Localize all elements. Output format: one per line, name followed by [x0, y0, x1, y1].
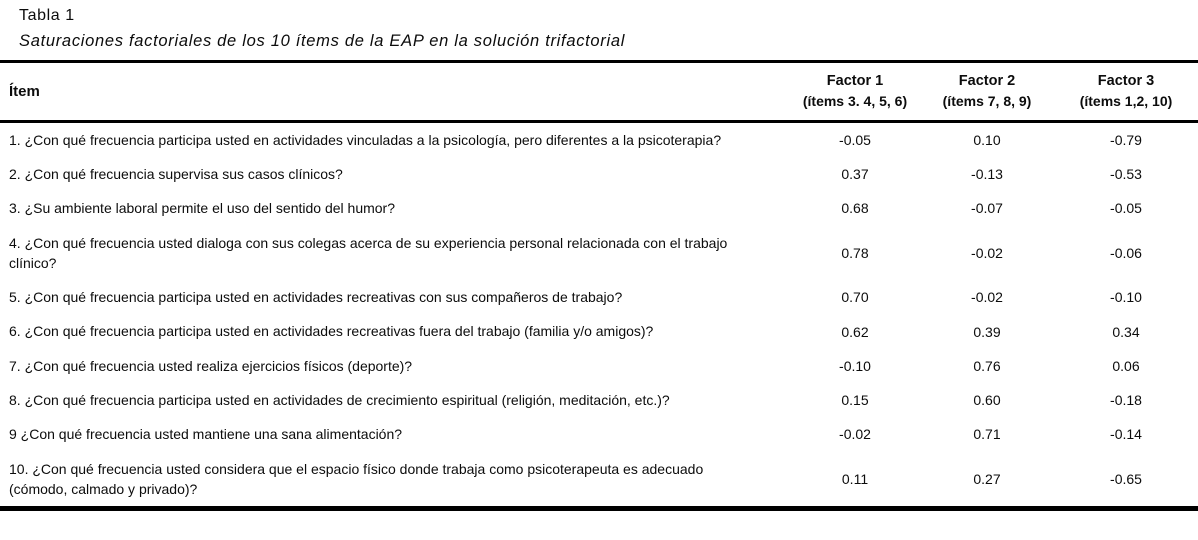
table-row: 5. ¿Con qué frecuencia participa usted e… — [0, 280, 1198, 314]
column-header-factor2: Factor 2 (ítems 7, 8, 9) — [920, 62, 1054, 122]
factor3-items: (ítems 1,2, 10) — [1079, 93, 1173, 110]
factor3-loading: -0.53 — [1110, 166, 1142, 183]
item-text: 1. ¿Con qué frecuencia participa usted e… — [9, 131, 722, 148]
factor3-loading: -0.65 — [1110, 470, 1142, 487]
item-text: 6. ¿Con qué frecuencia participa usted e… — [9, 323, 654, 340]
table-row: 1. ¿Con qué frecuencia participa usted e… — [0, 121, 1198, 157]
factor2-items: (ítems 7, 8, 9) — [942, 93, 1032, 110]
factor3-loading: 0.34 — [1112, 323, 1140, 340]
factor1-loading: -0.05 — [839, 131, 871, 148]
factor2-loading: -0.02 — [971, 289, 1003, 306]
table-row: 8. ¿Con qué frecuencia participa usted e… — [0, 383, 1198, 417]
factor3-loading: 0.06 — [1112, 357, 1140, 374]
table-label: Tabla 1 — [19, 7, 75, 24]
factor1-loading: -0.10 — [839, 357, 871, 374]
table-title: Saturaciones factoriales de los 10 ítems… — [19, 32, 626, 50]
factor3-loading: -0.14 — [1110, 426, 1142, 443]
item-text: 5. ¿Con qué frecuencia participa usted e… — [9, 289, 623, 306]
table-row: 9 ¿Con qué frecuencia usted mantiene una… — [0, 417, 1198, 451]
factor1-loading: 0.78 — [841, 244, 869, 261]
table-body: 1. ¿Con qué frecuencia participa usted e… — [0, 121, 1198, 509]
factor1-loading: 0.62 — [841, 323, 869, 340]
factor1-loading: 0.68 — [841, 200, 869, 217]
table-row: 7. ¿Con qué frecuencia usted realiza eje… — [0, 349, 1198, 383]
factor2-loading: 0.71 — [973, 426, 1001, 443]
item-text: 4. ¿Con qué frecuencia usted dialoga con… — [9, 234, 728, 271]
table-row: 2. ¿Con qué frecuencia supervisa sus cas… — [0, 157, 1198, 191]
factor1-name: Factor 1 — [826, 73, 884, 89]
factor1-loading: -0.02 — [839, 426, 871, 443]
factor3-name: Factor 3 — [1097, 73, 1155, 89]
item-text: 9 ¿Con qué frecuencia usted mantiene una… — [9, 426, 403, 443]
table-row: 6. ¿Con qué frecuencia participa usted e… — [0, 314, 1198, 348]
column-header-factor3: Factor 3 (ítems 1,2, 10) — [1054, 62, 1198, 122]
table-row: 4. ¿Con qué frecuencia usted dialoga con… — [0, 226, 1198, 281]
factor1-loading: 0.70 — [841, 289, 869, 306]
factor-loadings-table: Ítem Factor 1 (ítems 3. 4, 5, 6) Factor … — [0, 60, 1198, 512]
factor2-loading: 0.39 — [973, 323, 1001, 340]
factor3-loading: -0.05 — [1110, 200, 1142, 217]
factor2-loading: -0.13 — [971, 166, 1003, 183]
factor1-items: (ítems 3. 4, 5, 6) — [802, 93, 908, 110]
factor2-name: Factor 2 — [958, 73, 1016, 89]
factor1-loading: 0.37 — [841, 166, 869, 183]
factor2-loading: 0.76 — [973, 357, 1001, 374]
table-header: Ítem Factor 1 (ítems 3. 4, 5, 6) Factor … — [0, 62, 1198, 122]
item-text: 8. ¿Con qué frecuencia participa usted e… — [9, 391, 670, 408]
item-text: 2. ¿Con qué frecuencia supervisa sus cas… — [9, 165, 343, 182]
factor2-loading: 0.10 — [973, 131, 1001, 148]
column-header-item: Ítem — [9, 82, 40, 100]
item-text: 10. ¿Con qué frecuencia usted considera … — [9, 460, 704, 497]
column-header-factor1: Factor 1 (ítems 3. 4, 5, 6) — [790, 62, 920, 122]
table-caption: Tabla 1 Saturaciones factoriales de los … — [0, 7, 1198, 51]
factor3-loading: -0.18 — [1110, 392, 1142, 409]
header-row: Ítem Factor 1 (ítems 3. 4, 5, 6) Factor … — [0, 62, 1198, 122]
table-row: 3. ¿Su ambiente laboral permite el uso d… — [0, 191, 1198, 225]
item-text: 7. ¿Con qué frecuencia usted realiza eje… — [9, 357, 413, 374]
table-row: 10. ¿Con qué frecuencia usted considera … — [0, 452, 1198, 509]
factor1-loading: 0.11 — [841, 470, 869, 487]
factor3-loading: -0.06 — [1110, 244, 1142, 261]
factor1-loading: 0.15 — [841, 392, 869, 409]
factor2-loading: 0.60 — [973, 392, 1001, 409]
item-text: 3. ¿Su ambiente laboral permite el uso d… — [9, 200, 395, 217]
factor3-loading: -0.79 — [1110, 131, 1142, 148]
factor2-loading: 0.27 — [973, 470, 1001, 487]
paper-table-page: Tabla 1 Saturaciones factoriales de los … — [0, 7, 1198, 512]
factor3-loading: -0.10 — [1110, 289, 1142, 306]
factor2-loading: -0.02 — [971, 244, 1003, 261]
factor2-loading: -0.07 — [971, 200, 1003, 217]
